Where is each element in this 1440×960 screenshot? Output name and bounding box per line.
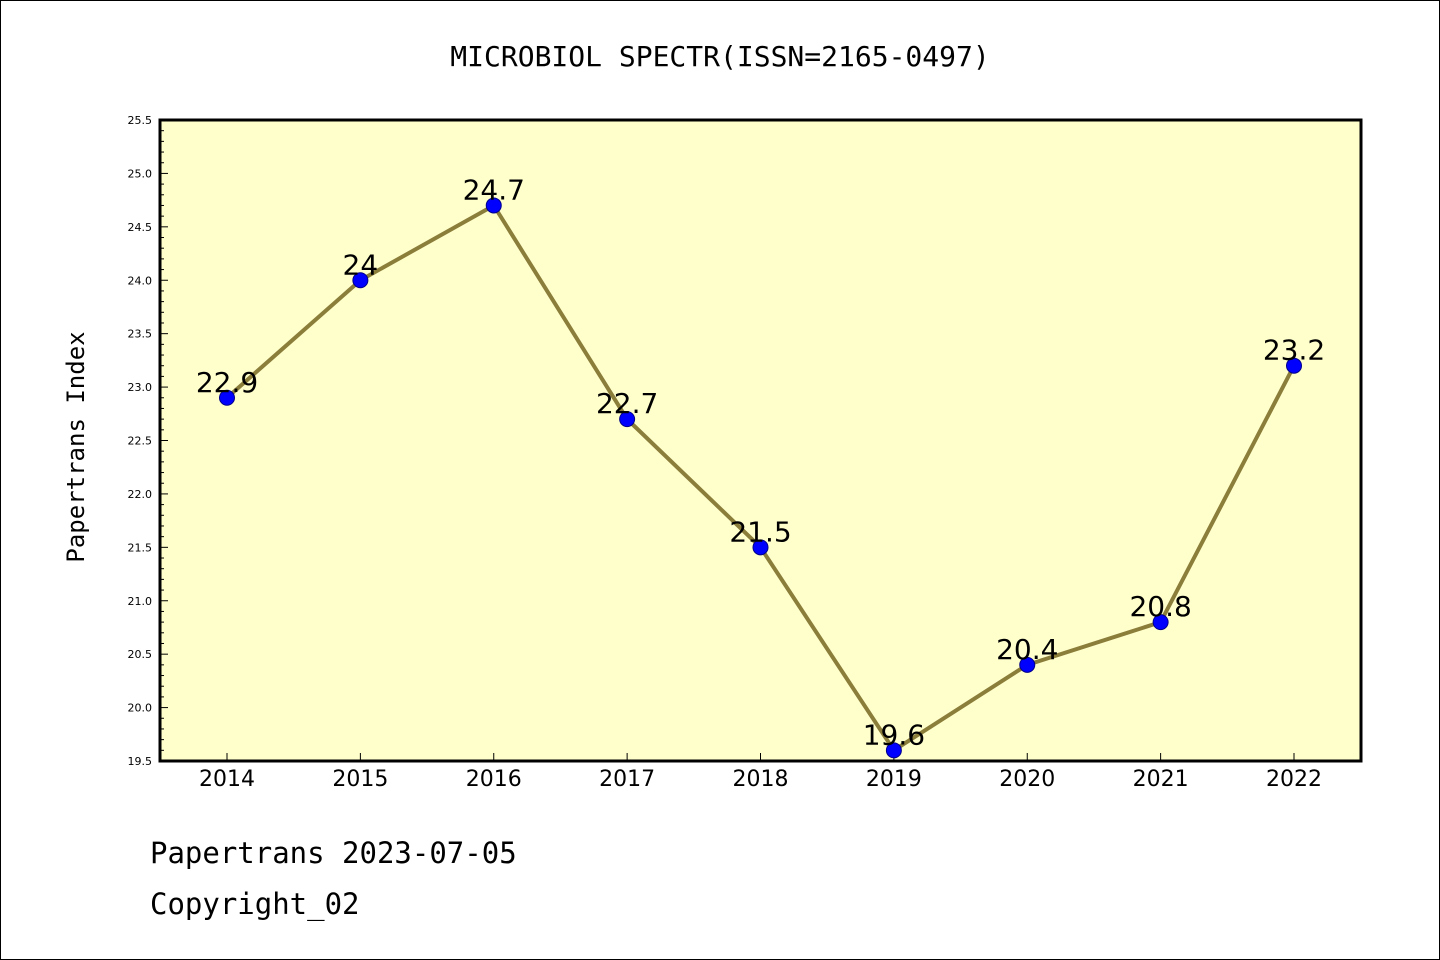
data-label: 22.9 (196, 366, 258, 399)
y-tick-label: 24.0 (128, 274, 153, 287)
plot-area (160, 120, 1361, 761)
data-label: 22.7 (596, 387, 658, 420)
y-tick-label: 22.0 (128, 488, 153, 501)
data-point (619, 411, 636, 428)
data-point (1152, 614, 1169, 631)
series-papertrans-index (219, 197, 1302, 759)
x-axis: 2014 2015 2016 2017 2018 2019 2020 2021 2022 (199, 753, 1322, 792)
y-axis-label: Papertrans Index (62, 331, 90, 562)
data-point (485, 197, 502, 214)
data-label: 19.6 (863, 718, 925, 751)
y-tick-label: 23.5 (128, 328, 153, 341)
x-tick-label: 2022 (1266, 767, 1322, 792)
data-point (1019, 656, 1036, 673)
footer-date: Papertrans 2023-07-05 (150, 836, 517, 870)
footer-copyright: Copyright_02 (150, 887, 360, 922)
data-point (885, 742, 902, 759)
data-point (219, 389, 235, 406)
x-tick-label: 2021 (1133, 767, 1189, 792)
y-tick-label: 25.0 (128, 167, 153, 180)
chart-title: MICROBIOL SPECTR(ISSN=2165-0497) (450, 40, 989, 73)
data-point (752, 539, 769, 556)
y-tick-label: 19.5 (128, 755, 153, 768)
data-label: 24.7 (463, 173, 525, 206)
x-tick-label: 2014 (199, 767, 255, 792)
data-label: 20.8 (1129, 590, 1191, 623)
plot-border (158, 118, 1363, 763)
data-labels: 22.9 24 24.7 22.7 21.5 19.6 20.4 20.8 23.2 (196, 173, 1325, 751)
data-point (352, 272, 369, 289)
x-tick-label: 2018 (733, 767, 789, 792)
data-label: 21.5 (729, 515, 791, 548)
data-label: 24 (343, 248, 379, 281)
y-tick-label: 24.5 (128, 221, 153, 234)
x-tick-label: 2017 (599, 767, 655, 792)
y-tick-label: 22.5 (128, 435, 153, 448)
x-tick-label: 2016 (466, 767, 522, 792)
data-label: 20.4 (996, 633, 1058, 666)
x-tick-label: 2015 (332, 767, 388, 792)
data-point (1286, 357, 1302, 374)
y-tick-label: 20.5 (128, 648, 153, 661)
y-tick-label: 21.5 (128, 541, 153, 554)
x-tick-label: 2019 (866, 767, 922, 792)
y-tick-label: 25.5 (128, 114, 153, 127)
y-tick-label: 20.0 (128, 702, 153, 715)
y-tick-label: 21.0 (128, 595, 153, 608)
y-axis: 19.5 20.0 20.5 21.0 21.5 22.0 22.5 23.0 23.5 24.0… (128, 114, 168, 768)
y-tick-label: 23.0 (128, 381, 153, 394)
x-tick-label: 2020 (999, 767, 1055, 792)
data-label: 23.2 (1263, 334, 1325, 367)
